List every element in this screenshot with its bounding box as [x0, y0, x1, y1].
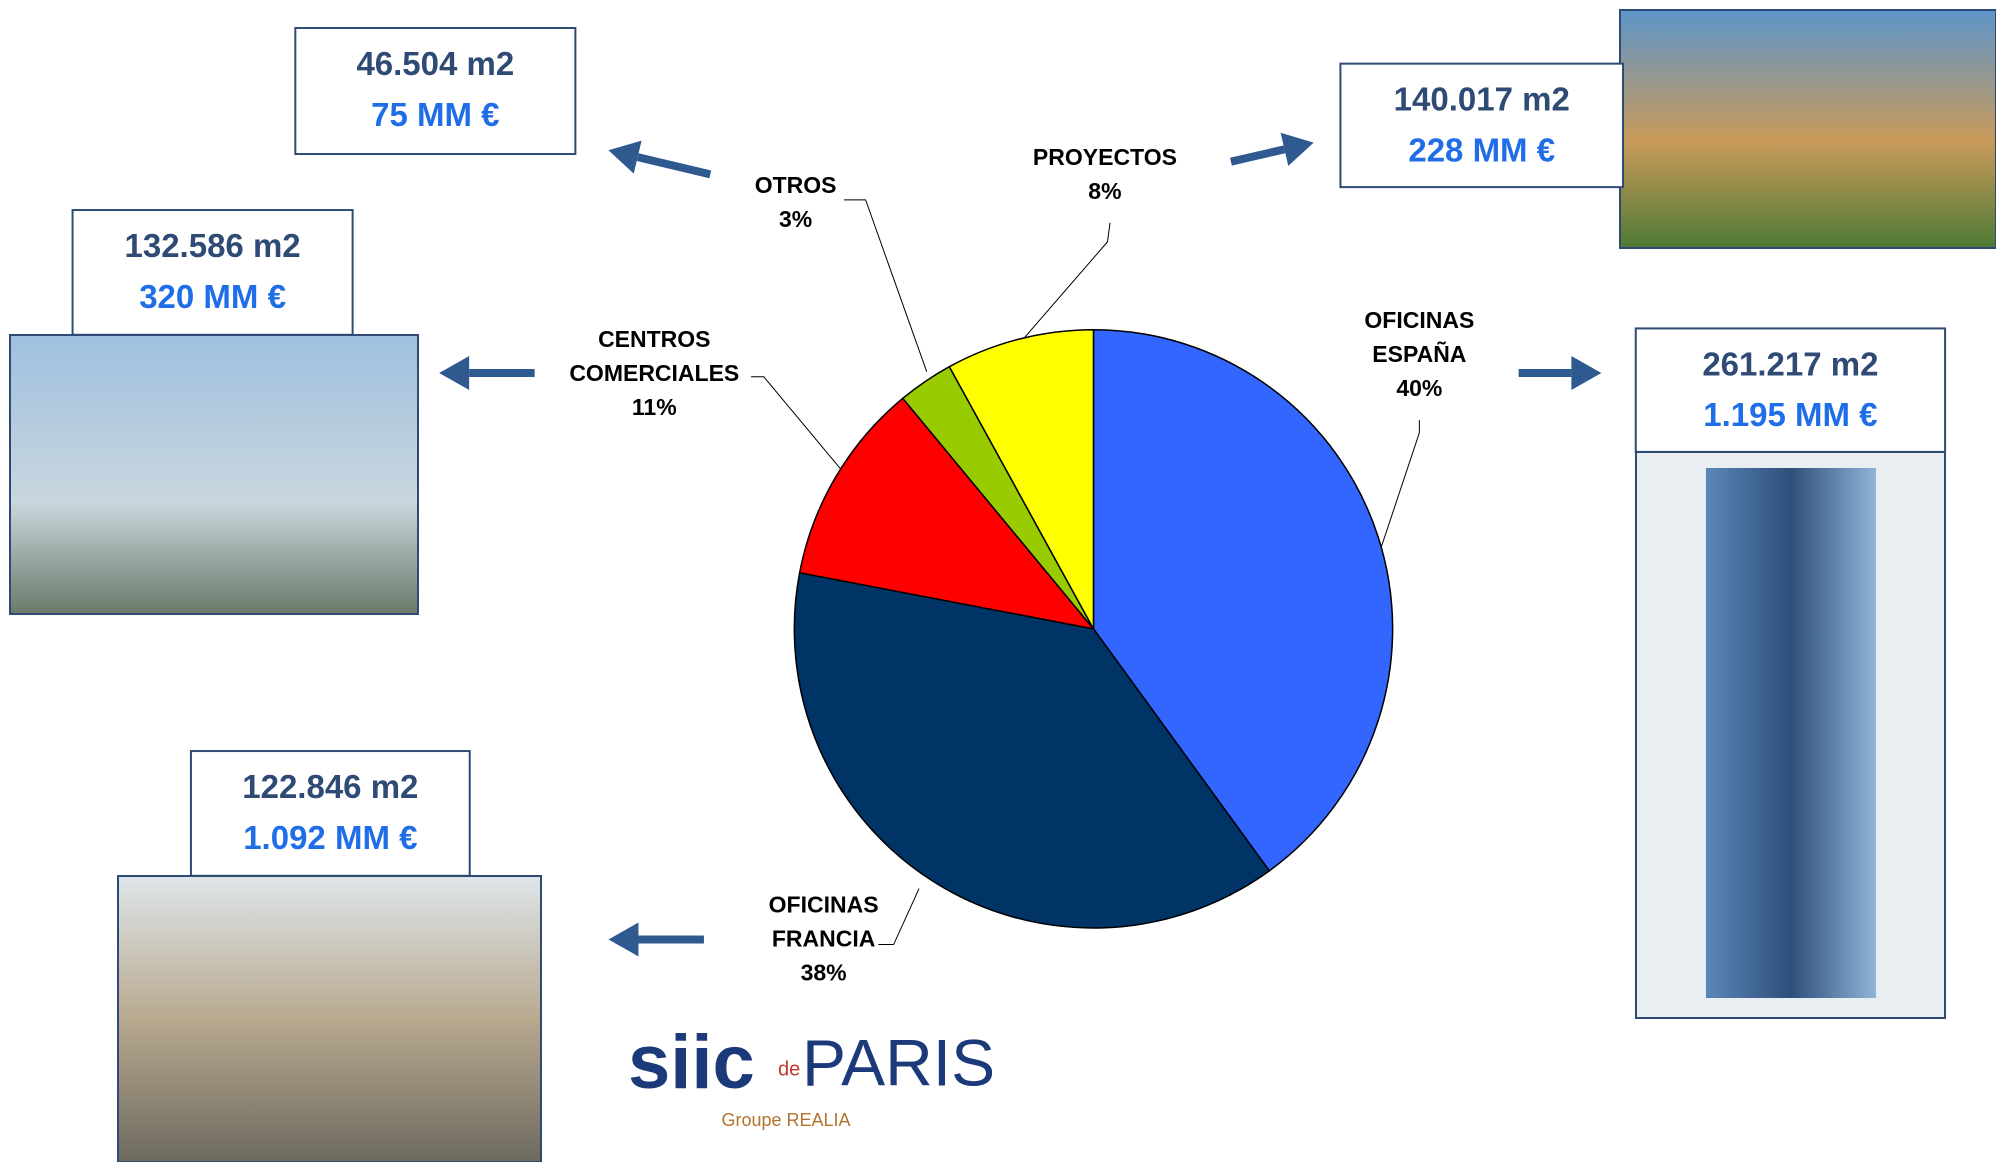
detail-area: 261.217 m2: [1702, 345, 1878, 382]
leader-line: [751, 377, 840, 469]
slice-label: PROYECTOS: [1033, 144, 1177, 170]
slice-label-line: OFICINAS: [769, 891, 879, 917]
slice-label-line: CENTROS: [598, 326, 710, 352]
photo: [1706, 468, 1876, 998]
detail-area: 132.586 m2: [125, 227, 301, 264]
detail-value: 1.092 MM €: [243, 819, 417, 856]
logo-city: PARIS: [802, 1025, 995, 1099]
photo: [10, 335, 418, 614]
slice-label: OFICINAS FRANCIA: [769, 891, 879, 951]
arrow-head: [608, 922, 638, 956]
detail-area: 46.504 m2: [356, 45, 514, 82]
value-label: 40%: [1396, 375, 1442, 401]
logo-group: Groupe REALIA: [721, 1110, 850, 1130]
photo: [118, 876, 541, 1162]
slice-label-line: PROYECTOS: [1033, 144, 1177, 170]
arrow: [1231, 149, 1285, 161]
value-label: 3%: [779, 206, 812, 232]
detail-area: 140.017 m2: [1394, 81, 1570, 118]
arrow-head: [439, 356, 469, 390]
detail-value: 1.195 MM €: [1703, 396, 1877, 433]
chart: siic de PARIS Groupe REALIA OFICINAS ESPA…: [0, 0, 1996, 1162]
detail-area: 122.846 m2: [242, 768, 418, 805]
value-label: 38%: [801, 959, 847, 985]
detail-value: 228 MM €: [1408, 131, 1555, 168]
leader-line: [1025, 223, 1110, 338]
slice-label: OTROS: [755, 172, 837, 198]
slice-label: CENTROS COMERCIALES: [569, 326, 739, 386]
logo-de: de: [778, 1058, 800, 1080]
arrow-head: [1571, 356, 1601, 390]
photo: [1620, 10, 1996, 248]
arrow-head: [608, 141, 641, 174]
leader-line: [844, 200, 927, 372]
slice-label-line: COMERCIALES: [569, 360, 739, 386]
arrow-head: [1281, 133, 1314, 166]
leader-line: [878, 889, 919, 945]
slice-label-line: OFICINAS: [1364, 307, 1474, 333]
slice-label-line: FRANCIA: [772, 925, 876, 951]
detail-value: 75 MM €: [371, 96, 499, 133]
logo: siic de PARIS Groupe REALIA: [628, 1020, 995, 1130]
logo-brand: siic: [628, 1020, 755, 1105]
slice-label-line: ESPAÑA: [1372, 340, 1466, 367]
value-label: 8%: [1088, 178, 1121, 204]
value-label: 11%: [632, 394, 677, 420]
detail-value: 320 MM €: [139, 278, 286, 315]
arrow: [638, 157, 711, 174]
slice-label-line: OTROS: [755, 172, 837, 198]
slice-label: OFICINAS ESPAÑA: [1364, 307, 1474, 367]
leader-line: [1381, 420, 1419, 547]
